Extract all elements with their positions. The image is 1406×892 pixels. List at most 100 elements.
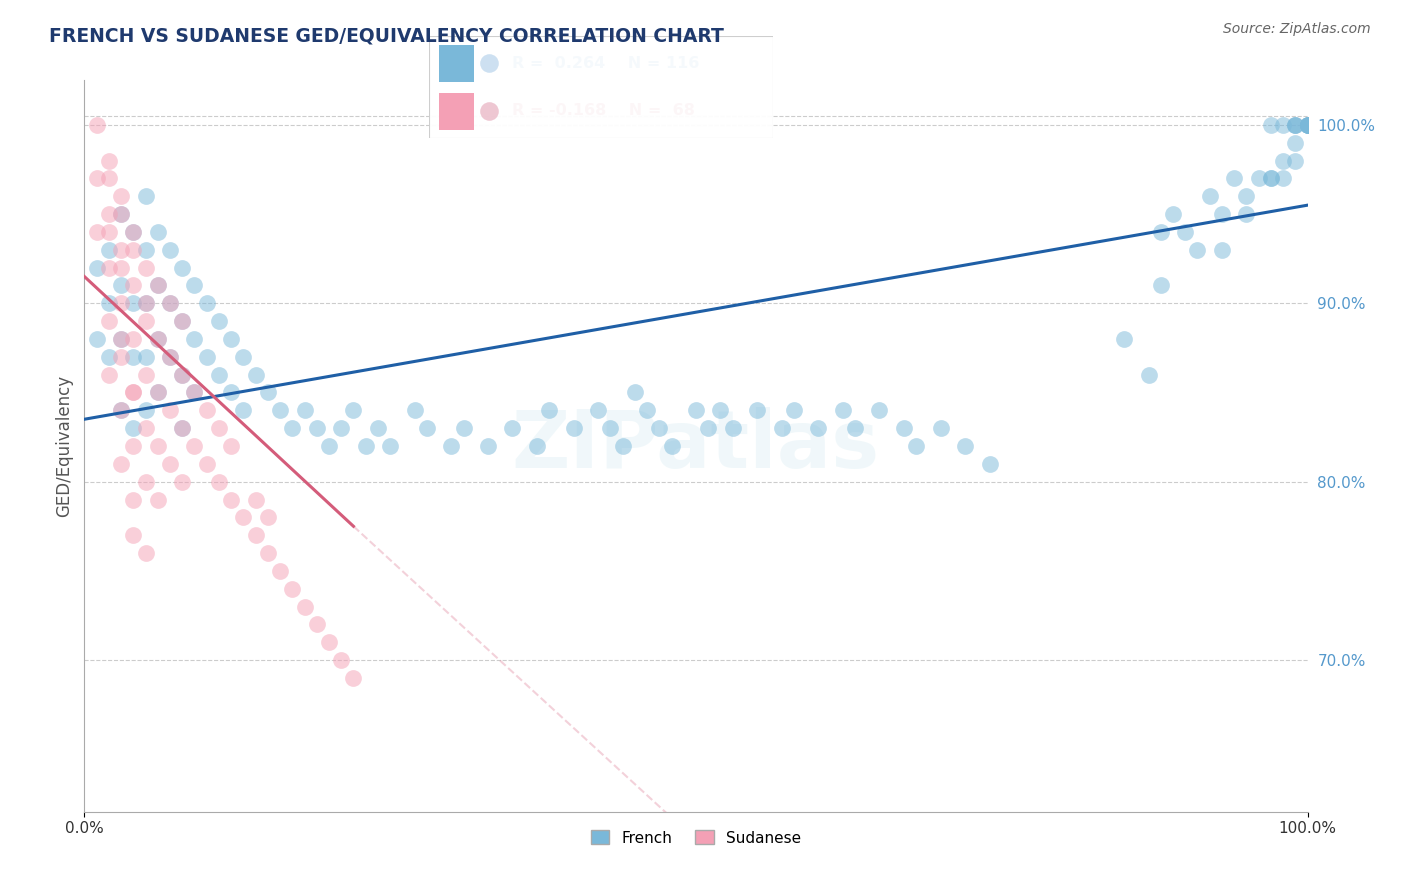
Point [135, 296, 157, 310]
Point [208, 475, 231, 489]
Point [122, 421, 145, 435]
Point [747, 403, 769, 417]
Point [1260, 171, 1282, 186]
Point [219, 385, 242, 400]
Point [183, 385, 205, 400]
Point [1198, 189, 1220, 203]
Point [1236, 189, 1258, 203]
Point [122, 225, 145, 239]
Point [1260, 171, 1282, 186]
Point [122, 278, 145, 293]
Point [146, 492, 169, 507]
Point [526, 439, 548, 453]
Point [1161, 207, 1184, 221]
Point [86, 171, 108, 186]
Point [122, 332, 145, 346]
Bar [439, 93, 474, 130]
Point [110, 207, 132, 221]
Point [135, 296, 157, 310]
Point [97, 207, 120, 221]
Point [245, 492, 267, 507]
Point [294, 403, 316, 417]
Point [416, 421, 439, 435]
Point [172, 368, 194, 382]
Point [305, 421, 328, 435]
Point [721, 421, 744, 435]
Point [195, 457, 218, 471]
Point [135, 243, 157, 257]
Point [831, 403, 853, 417]
Point [1296, 118, 1319, 132]
Point [1223, 171, 1246, 186]
Point [122, 225, 145, 239]
Point [661, 439, 683, 453]
Point [135, 546, 157, 560]
Point [159, 296, 181, 310]
Point [1187, 243, 1209, 257]
Point [281, 582, 304, 596]
Point [183, 332, 205, 346]
Point [1284, 153, 1306, 168]
Point [97, 296, 120, 310]
Point [783, 403, 806, 417]
Point [86, 225, 108, 239]
Point [146, 332, 169, 346]
Point [1296, 118, 1319, 132]
Point [1150, 225, 1173, 239]
Point [453, 421, 475, 435]
Point [1284, 118, 1306, 132]
Point [122, 296, 145, 310]
Point [146, 278, 169, 293]
Point [146, 225, 169, 239]
Point [1137, 368, 1160, 382]
Point [159, 350, 181, 364]
Text: ZIPatlas: ZIPatlas [512, 407, 880, 485]
Point [110, 350, 132, 364]
Point [110, 403, 132, 417]
Point [219, 439, 242, 453]
Point [1296, 118, 1319, 132]
Point [208, 368, 231, 382]
Point [97, 314, 120, 328]
Point [86, 260, 108, 275]
Point [1114, 332, 1136, 346]
Point [110, 189, 132, 203]
Point [172, 421, 194, 435]
Point [1284, 118, 1306, 132]
Point [893, 421, 915, 435]
Point [146, 385, 169, 400]
Point [172, 314, 194, 328]
Text: R =  0.264    N = 116: R = 0.264 N = 116 [512, 56, 699, 70]
Bar [439, 45, 474, 82]
Point [305, 617, 328, 632]
Point [172, 314, 194, 328]
Point [195, 403, 218, 417]
Point [1260, 118, 1282, 132]
Point [1296, 118, 1319, 132]
Point [195, 350, 218, 364]
Point [770, 421, 793, 435]
Point [208, 314, 231, 328]
Point [110, 260, 132, 275]
Point [599, 421, 621, 435]
Point [367, 421, 389, 435]
Point [135, 368, 157, 382]
Point [1272, 118, 1295, 132]
Point [110, 457, 132, 471]
Point [135, 421, 157, 435]
Point [159, 350, 181, 364]
Point [562, 421, 585, 435]
Point [135, 260, 157, 275]
Point [135, 403, 157, 417]
Point [232, 403, 254, 417]
Point [330, 653, 353, 667]
Point [477, 439, 499, 453]
FancyBboxPatch shape [429, 36, 773, 138]
Point [122, 528, 145, 542]
Point [146, 278, 169, 293]
Point [318, 439, 340, 453]
Text: Source: ZipAtlas.com: Source: ZipAtlas.com [1223, 22, 1371, 37]
Point [257, 510, 280, 524]
Text: R = -0.168    N =  68: R = -0.168 N = 68 [512, 103, 695, 118]
Y-axis label: GED/Equivalency: GED/Equivalency [55, 375, 73, 517]
